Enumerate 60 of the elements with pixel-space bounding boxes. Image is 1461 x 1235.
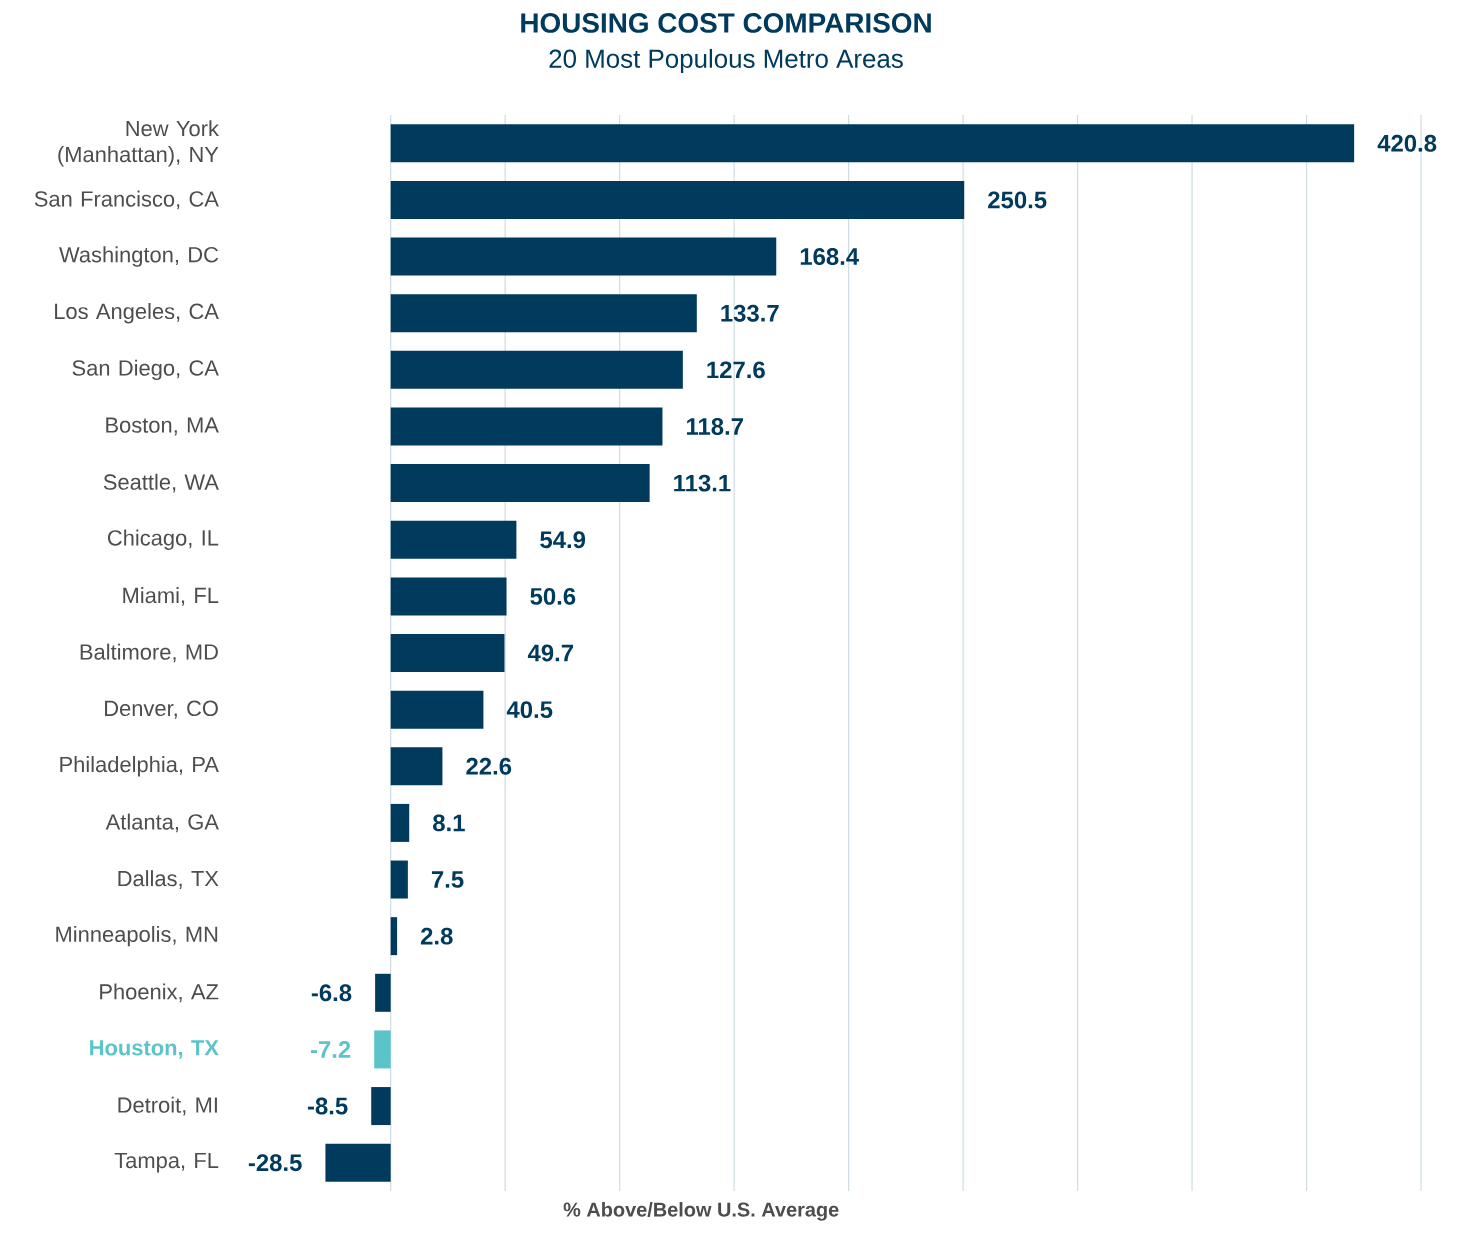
- data-label: 420.8: [1377, 134, 1437, 152]
- y-tick-label: Houston, TX: [90, 1040, 219, 1059]
- y-tick-label: Minneapolis, MN: [56, 925, 218, 947]
- bar: [390, 634, 505, 673]
- data-label: 133.7: [721, 304, 779, 322]
- bar: [390, 464, 650, 503]
- y-tick-label: Atlanta, GA: [105, 813, 219, 833]
- y-tick-label: Seattle, WA: [103, 473, 219, 493]
- data-label: 168.4: [800, 248, 859, 266]
- bar: [390, 917, 398, 956]
- bar: [390, 350, 683, 389]
- bar: [390, 180, 965, 219]
- data-label: 22.6: [466, 757, 512, 775]
- data-label: 113.1: [674, 474, 731, 492]
- bar: [390, 803, 410, 842]
- y-tick-label: Denver, CO: [105, 700, 218, 719]
- bar: [390, 124, 1355, 163]
- y-tick-label: Philadelphia, PA: [60, 756, 219, 777]
- y-tick-label: Phoenix, AZ: [100, 983, 219, 1003]
- data-label: 127.6: [707, 361, 765, 379]
- bar: [390, 747, 443, 786]
- data-label: 7.5: [431, 871, 464, 888]
- bar: [390, 520, 517, 559]
- data-label: 8.1: [433, 814, 465, 832]
- y-tick-label: Los Angeles, CA: [55, 303, 219, 324]
- y-tick-label: Tampa, FL: [114, 1152, 219, 1173]
- bar: [390, 690, 484, 729]
- data-label: 118.7: [687, 418, 743, 435]
- bar: [375, 973, 391, 1012]
- bar: [390, 237, 777, 276]
- x-axis-title: % Above/Below U.S. Average: [563, 1202, 839, 1221]
- bar: [371, 1087, 391, 1126]
- bar: [390, 577, 507, 616]
- bar: [374, 1030, 391, 1069]
- chart-subtitle: 20 Most Populous Metro Areas: [549, 48, 903, 74]
- y-tick-label: New York (Manhattan), NY: [58, 120, 219, 167]
- bar: [390, 407, 663, 446]
- data-label: 2.8: [420, 927, 453, 945]
- y-tick-label: San Francisco, CA: [34, 190, 219, 210]
- data-label: -28.5: [248, 1154, 302, 1172]
- data-label: 49.7: [527, 644, 574, 662]
- y-tick-label: Boston, MA: [106, 417, 219, 436]
- y-tick-label: Miami, FL: [123, 587, 219, 606]
- y-tick-label: Chicago, IL: [107, 529, 219, 550]
- y-tick-label: Baltimore, MD: [80, 643, 218, 663]
- data-label: 40.5: [506, 701, 553, 719]
- y-tick-label: Detroit, MI: [118, 1096, 217, 1116]
- data-label: -7.2: [310, 1041, 351, 1058]
- chart-title: HOUSING COST COMPARISON: [521, 13, 931, 33]
- data-label: -6.8: [311, 984, 352, 1002]
- data-label: 54.9: [540, 531, 586, 549]
- y-tick-label: San Diego, CA: [72, 359, 219, 381]
- bar: [390, 294, 697, 333]
- y-tick-label: Dallas, TX: [118, 870, 219, 889]
- y-tick-label: Washington, DC: [59, 246, 219, 267]
- data-label: -8.5: [307, 1097, 348, 1115]
- data-label: 50.6: [530, 587, 576, 605]
- data-label: 250.5: [988, 191, 1047, 209]
- bar: [390, 860, 408, 899]
- bar: [325, 1143, 391, 1182]
